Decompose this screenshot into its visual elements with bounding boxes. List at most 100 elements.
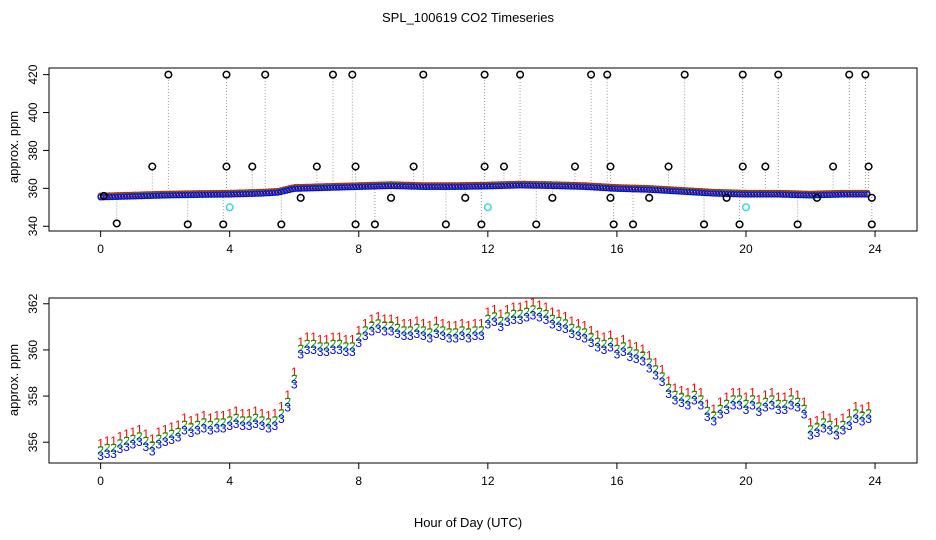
series-1-point: 1 <box>672 381 679 395</box>
series-2-point: 2 <box>549 312 556 326</box>
series-3-point: 3 <box>743 403 750 417</box>
series-1-point: 1 <box>865 399 872 413</box>
series-1-point: 1 <box>420 316 427 330</box>
series-2-point: 2 <box>401 323 408 337</box>
series-3-point: 3 <box>194 424 201 438</box>
series-2-point: 2 <box>459 323 466 337</box>
series-1-point: 1 <box>472 316 479 330</box>
series-3-point: 3 <box>614 348 621 362</box>
series-3-point: 3 <box>762 401 769 415</box>
series-1-point: 1 <box>717 395 724 409</box>
series-2-point: 2 <box>607 335 614 349</box>
series-1-point: 1 <box>504 303 511 317</box>
series-3-point: 3 <box>555 320 562 334</box>
series-1-point: 1 <box>620 333 627 347</box>
series-2-point: 2 <box>220 416 227 430</box>
bottom-plot-frame <box>48 297 918 464</box>
series-3-point: 3 <box>336 343 343 357</box>
series-2-point: 2 <box>168 427 175 441</box>
series-3-point: 3 <box>504 315 511 329</box>
series-1-point: 1 <box>317 333 324 347</box>
series-2-point: 2 <box>246 413 253 427</box>
spike-point <box>348 70 357 79</box>
series-1-point: 1 <box>801 395 808 409</box>
series-2-point: 2 <box>304 337 311 351</box>
x-axis-label: Hour of Day (UTC) <box>414 515 522 530</box>
series-3-point: 3 <box>304 343 311 357</box>
series-1-point: 1 <box>265 409 272 423</box>
series-2-point: 2 <box>317 339 324 353</box>
series-2-point: 2 <box>685 393 692 407</box>
series-1-point: 1 <box>310 330 317 344</box>
series-1-point: 1 <box>723 390 730 404</box>
spike-point <box>461 193 470 202</box>
spike-point <box>480 70 489 79</box>
series-3-point: 3 <box>484 318 491 332</box>
series-3-point: 3 <box>543 313 550 327</box>
series-1-point: 1 <box>497 307 504 321</box>
series-2-point: 2 <box>130 432 137 446</box>
series-2-point: 2 <box>626 344 633 358</box>
top-y-tick-label: 380 <box>26 140 40 160</box>
series-3-point: 3 <box>317 345 324 359</box>
series-3-point: 3 <box>659 375 666 389</box>
series-3-point: 3 <box>801 408 808 422</box>
series-1-point: 1 <box>614 335 621 349</box>
series-1-point: 1 <box>149 432 156 446</box>
series-1-point: 1 <box>446 319 453 333</box>
series-3-point: 3 <box>639 354 646 368</box>
series-2-point: 2 <box>284 395 291 409</box>
series-3-point: 3 <box>375 322 382 336</box>
series-1-point: 1 <box>665 374 672 388</box>
series-2-point: 2 <box>201 416 208 430</box>
series-3-point: 3 <box>478 329 485 343</box>
spike-point <box>606 162 615 171</box>
spike-point <box>867 220 876 229</box>
series-2-point: 2 <box>588 330 595 344</box>
series-2-point: 2 <box>504 309 511 323</box>
series-2-point: 2 <box>678 390 685 404</box>
series-2-point: 2 <box>465 326 472 340</box>
top-plot-frame <box>48 67 918 232</box>
series-3-point: 3 <box>278 412 285 426</box>
series-1-point: 1 <box>814 413 821 427</box>
spike-point <box>222 162 231 171</box>
series-2-point: 2 <box>827 418 834 432</box>
series-1-point: 1 <box>581 319 588 333</box>
series-2-point: 2 <box>226 413 233 427</box>
series-3-point: 3 <box>510 313 517 327</box>
series-2-point: 2 <box>730 393 737 407</box>
series-2-point: 2 <box>491 309 498 323</box>
series-1-point: 1 <box>775 390 782 404</box>
series-2-point: 2 <box>194 418 201 432</box>
series-3-point: 3 <box>562 322 569 336</box>
series-1-point: 1 <box>491 303 498 317</box>
series-1-point: 1 <box>104 434 111 448</box>
series-3-point: 3 <box>717 408 724 422</box>
series-2-point: 2 <box>394 321 401 335</box>
spike-point <box>532 220 541 229</box>
series-2-point: 2 <box>665 381 672 395</box>
series-2-point: 2 <box>562 316 569 330</box>
series-3-point: 3 <box>678 396 685 410</box>
series-1-point: 1 <box>536 298 543 312</box>
series-3-point: 3 <box>123 440 130 454</box>
series-3-point: 3 <box>284 401 291 415</box>
series-2-point: 2 <box>336 337 343 351</box>
series-3-point: 3 <box>775 403 782 417</box>
series-3-point: 3 <box>607 341 614 355</box>
spike-point <box>548 193 557 202</box>
series-3-point: 3 <box>381 324 388 338</box>
series-2-point: 2 <box>794 395 801 409</box>
series-1-point: 1 <box>594 328 601 342</box>
series-1-point: 1 <box>291 365 298 379</box>
series-2-point: 2 <box>614 342 621 356</box>
series-2-point: 2 <box>807 423 814 437</box>
series-3-point: 3 <box>452 331 459 345</box>
series-3-point: 3 <box>833 428 840 442</box>
spike-point <box>351 220 360 229</box>
top-axes: 0 4 8 12 16 20 24 340 360 380 400 420 <box>26 64 882 256</box>
series-2-point: 2 <box>310 337 317 351</box>
series-3-point: 3 <box>781 403 788 417</box>
